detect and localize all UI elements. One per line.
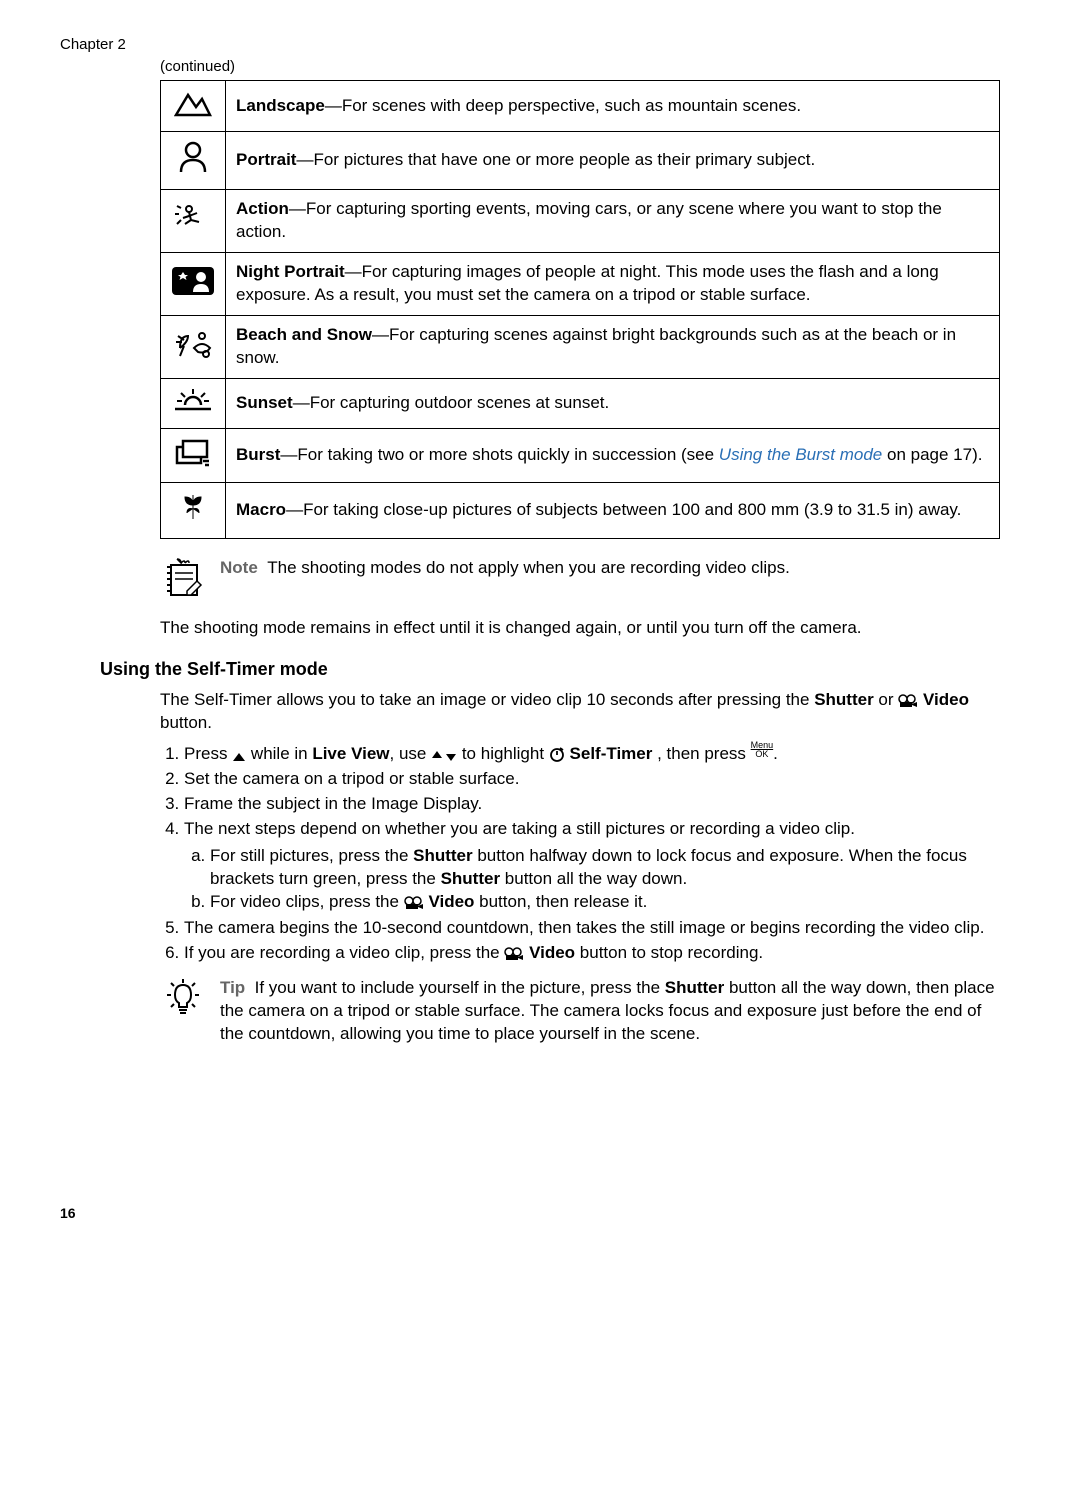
burst-mode-link[interactable]: Using the Burst mode xyxy=(719,445,882,464)
portrait-icon xyxy=(161,132,226,190)
tip-icon xyxy=(165,977,201,1021)
shooting-modes-table: Landscape—For scenes with deep perspecti… xyxy=(160,80,1000,539)
self-timer-intro: The Self-Timer allows you to take an ima… xyxy=(160,689,1000,735)
video-icon xyxy=(504,947,524,961)
continued-label: (continued) xyxy=(160,57,1000,77)
table-row: Action—For capturing sporting events, mo… xyxy=(161,190,1000,253)
paragraph: The shooting mode remains in effect unti… xyxy=(160,617,1000,640)
sunset-icon xyxy=(161,379,226,429)
table-row: Sunset—For capturing outdoor scenes at s… xyxy=(161,379,1000,429)
tip-label: Tip xyxy=(220,978,245,997)
page-number: 16 xyxy=(60,1204,1080,1223)
step-1: Press while in Live View, use to highlig… xyxy=(184,741,1000,766)
tip-block: Tip If you want to include yourself in t… xyxy=(160,977,1000,1046)
mode-desc-macro: Macro—For taking close-up pictures of su… xyxy=(226,482,1000,538)
step-4: The next steps depend on whether you are… xyxy=(184,818,1000,914)
mode-desc-sunset: Sunset—For capturing outdoor scenes at s… xyxy=(226,379,1000,429)
mode-desc-portrait: Portrait—For pictures that have one or m… xyxy=(226,132,1000,190)
macro-icon xyxy=(161,482,226,538)
video-icon xyxy=(404,896,424,910)
note-text: The shooting modes do not apply when you… xyxy=(267,558,790,577)
mode-desc-action: Action—For capturing sporting events, mo… xyxy=(226,190,1000,253)
up-arrow-icon xyxy=(232,752,246,762)
night-portrait-icon xyxy=(161,253,226,316)
mode-desc-night-portrait: Night Portrait—For capturing images of p… xyxy=(226,253,1000,316)
chapter-label: Chapter 2 xyxy=(60,35,1000,55)
beach-snow-icon xyxy=(161,316,226,379)
action-icon xyxy=(161,190,226,253)
table-row: Beach and Snow—For capturing scenes agai… xyxy=(161,316,1000,379)
landscape-icon xyxy=(161,80,226,132)
step-2: Set the camera on a tripod or stable sur… xyxy=(184,768,1000,791)
table-row: Portrait—For pictures that have one or m… xyxy=(161,132,1000,190)
up-down-arrow-icon xyxy=(431,750,457,762)
table-row: Night Portrait—For capturing images of p… xyxy=(161,253,1000,316)
table-row: Burst—For taking two or more shots quick… xyxy=(161,428,1000,482)
self-timer-steps: Press while in Live View, use to highlig… xyxy=(160,741,1000,965)
step-3: Frame the subject in the Image Display. xyxy=(184,793,1000,816)
self-timer-icon xyxy=(549,746,565,762)
table-row: Macro—For taking close-up pictures of su… xyxy=(161,482,1000,538)
note-icon xyxy=(163,557,203,599)
note-block: Note The shooting modes do not apply whe… xyxy=(160,557,1000,599)
note-label: Note xyxy=(220,558,258,577)
video-icon xyxy=(898,694,918,708)
mode-desc-landscape: Landscape—For scenes with deep perspecti… xyxy=(226,80,1000,132)
mode-desc-burst: Burst—For taking two or more shots quick… xyxy=(226,428,1000,482)
self-timer-heading: Using the Self-Timer mode xyxy=(100,657,1000,681)
step-4b: For video clips, press the Video button,… xyxy=(210,891,1000,914)
step-6: If you are recording a video clip, press… xyxy=(184,942,1000,965)
burst-icon xyxy=(161,428,226,482)
mode-desc-beach-snow: Beach and Snow—For capturing scenes agai… xyxy=(226,316,1000,379)
table-row: Landscape—For scenes with deep perspecti… xyxy=(161,80,1000,132)
step-4a: For still pictures, press the Shutter bu… xyxy=(210,845,1000,891)
menu-ok-icon: MenuOK xyxy=(751,741,774,759)
step-5: The camera begins the 10-second countdow… xyxy=(184,917,1000,940)
